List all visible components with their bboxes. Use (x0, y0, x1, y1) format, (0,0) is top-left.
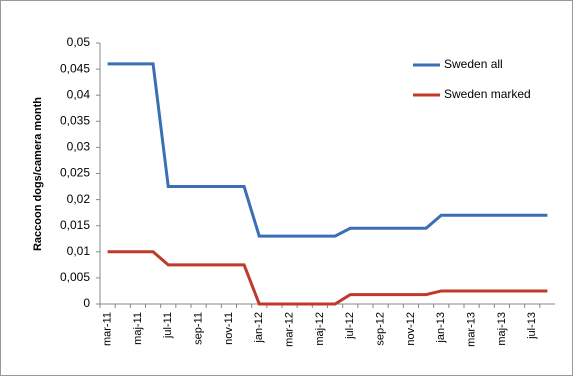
series-line (107, 62, 548, 238)
x-tick-label: jul-11 (162, 312, 174, 339)
y-tick-label: 0,04 (67, 87, 91, 101)
y-tick-label: 0,03 (67, 140, 91, 154)
legend-label: Sweden marked (444, 87, 531, 101)
x-tick-label: nov-11 (223, 312, 235, 345)
x-tick-label: jan-13 (435, 312, 447, 344)
series-line (107, 250, 548, 306)
x-tick-label: jan-12 (253, 312, 265, 344)
x-tick-label: maj-11 (132, 312, 144, 345)
x-tick-label: jul-12 (344, 312, 356, 340)
x-tick-label: mar-13 (465, 312, 477, 347)
y-tick-label: 0,035 (60, 113, 90, 127)
x-tick-label: sep-12 (374, 312, 386, 346)
x-tick-label: maj-12 (314, 312, 326, 346)
x-tick-label: sep-11 (192, 312, 204, 345)
y-tick-label: 0,015 (60, 218, 90, 232)
y-tick-label: 0,01 (67, 244, 91, 258)
y-axis-title: Raccoon dogs/camera month (32, 97, 44, 251)
y-tick-label: 0,02 (67, 192, 91, 206)
x-tick-label: nov-12 (405, 312, 417, 346)
y-tick-label: 0,05 (67, 35, 91, 49)
x-tick-label: jul-13 (526, 312, 538, 340)
x-tick-label: maj-13 (496, 312, 508, 346)
y-tick-label: 0 (83, 296, 90, 310)
y-tick-label: 0,045 (60, 61, 90, 75)
y-tick-label: 0,005 (60, 270, 90, 284)
x-tick-label: mar-11 (101, 312, 113, 346)
x-tick-label: mar-12 (283, 312, 295, 347)
legend-label: Sweden all (444, 57, 503, 71)
y-tick-label: 0,025 (60, 166, 90, 180)
